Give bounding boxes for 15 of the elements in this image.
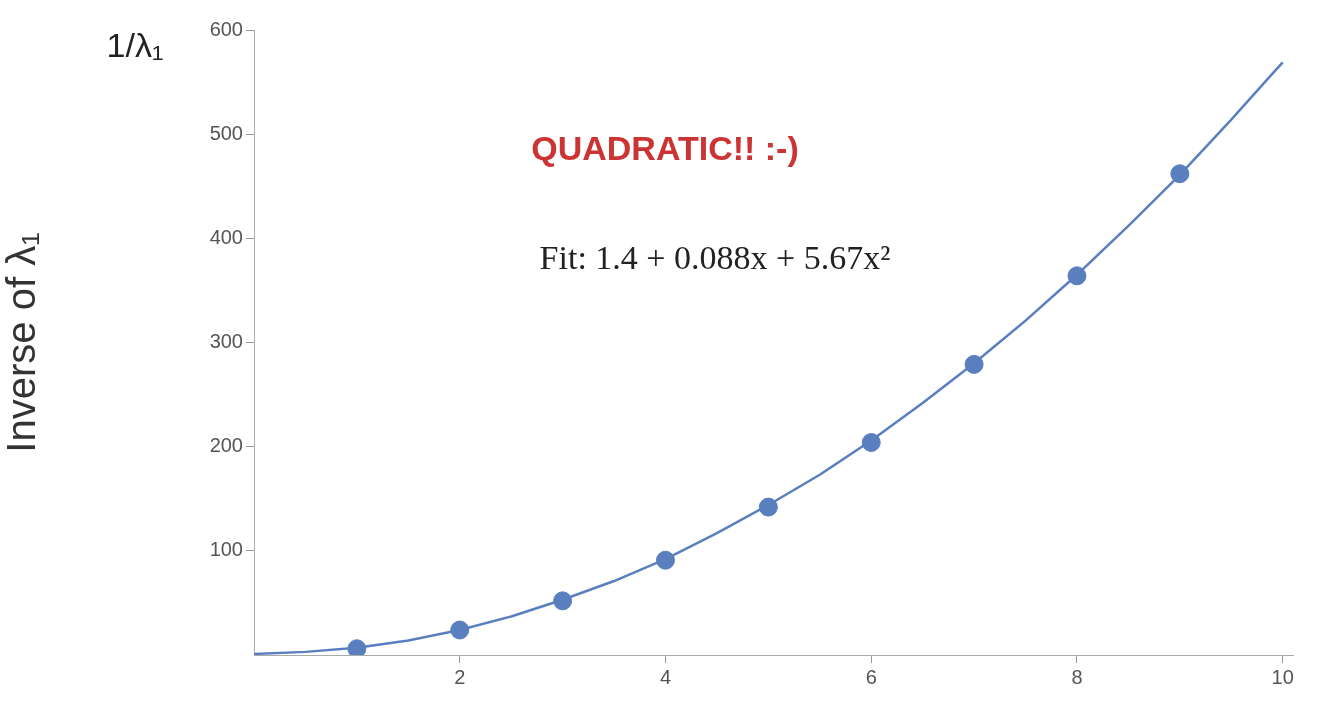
x-tick-label: 4 xyxy=(659,665,672,688)
text: 1/λ₁ xyxy=(106,25,164,65)
annotation: Fit: 1.4 + 0.088x + 5.67x² xyxy=(539,239,891,277)
annotation: QUADRATIC!! :-) xyxy=(531,128,799,168)
y-tick-label: 100 xyxy=(209,538,243,561)
x-tick-label: 10 xyxy=(1271,665,1294,688)
y-tick-label: 300 xyxy=(209,330,243,353)
x-tick-label: 8 xyxy=(1071,665,1083,688)
y-tick-label: 500 xyxy=(209,121,243,144)
x-tick-label: 6 xyxy=(865,665,877,688)
y-tick-label: 600 xyxy=(209,17,243,40)
y-axis-title: Inverse of λ₁ xyxy=(0,232,44,453)
y-tick-label: 400 xyxy=(209,225,243,248)
x-tick-label: 2 xyxy=(454,665,466,688)
y-tick-label: 200 xyxy=(209,434,243,457)
